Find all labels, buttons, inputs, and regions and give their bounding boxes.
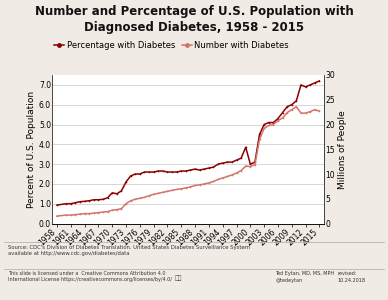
Text: Number and Percentage of U.S. Population with
Diagnosed Diabetes, 1958 - 2015: Number and Percentage of U.S. Population… <box>35 5 353 34</box>
Legend: Percentage with Diabetes, Number with Diabetes: Percentage with Diabetes, Number with Di… <box>51 38 293 53</box>
Text: Source: CDC's Division of Diabetes Translation. United States Diabetes Surveilla: Source: CDC's Division of Diabetes Trans… <box>8 244 250 256</box>
Text: This slide is licensed under a  Creative Commons Attribution 4.0
International L: This slide is licensed under a Creative … <box>8 271 171 282</box>
Text: Ⓒⓒ: Ⓒⓒ <box>175 275 182 281</box>
Text: Ted Eytan, MD, MS, MPH
@tedeytan: Ted Eytan, MD, MS, MPH @tedeytan <box>275 271 334 283</box>
Y-axis label: Millions of People: Millions of People <box>338 110 347 189</box>
Y-axis label: Percent of U.S. Population: Percent of U.S. Population <box>27 91 36 208</box>
Text: revised:
10.24.2018: revised: 10.24.2018 <box>338 271 365 283</box>
